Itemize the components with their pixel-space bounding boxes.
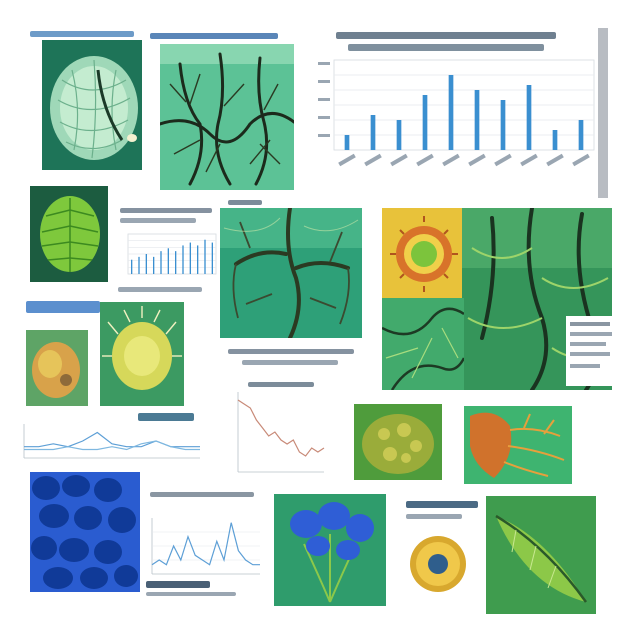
series-line <box>237 399 325 457</box>
leaf-closeup-image <box>486 496 596 614</box>
tick-label <box>468 153 486 167</box>
tick-label <box>364 153 382 167</box>
panel-caption-6 <box>26 298 102 318</box>
tick-label <box>390 153 408 167</box>
tick-label <box>442 153 460 167</box>
wave-line-chart <box>18 420 204 466</box>
bar <box>131 259 133 274</box>
tick-label <box>318 134 330 137</box>
panel-caption-1 <box>30 28 142 40</box>
tick-label <box>416 153 434 167</box>
blue-flower-illustration <box>274 494 386 606</box>
series-line <box>24 431 200 448</box>
tick-label <box>338 153 356 167</box>
panel-caption-2 <box>150 30 284 42</box>
tick-label <box>546 153 564 167</box>
tick-label <box>572 153 590 167</box>
bar <box>138 256 140 274</box>
panel-caption-9 <box>228 346 358 370</box>
bar <box>197 245 199 274</box>
radial-cell-image <box>100 302 184 406</box>
panel-caption-12 <box>150 490 260 500</box>
round-specimen-image <box>26 330 88 406</box>
bar <box>578 120 584 150</box>
bar <box>204 239 206 274</box>
bar <box>448 75 454 150</box>
bar <box>167 248 169 274</box>
bar <box>153 256 155 274</box>
leaf-tissue-image <box>42 40 142 170</box>
tick-label <box>318 116 330 119</box>
bar <box>175 251 177 274</box>
panel-caption-4 <box>120 206 218 228</box>
bar <box>422 95 428 150</box>
bar <box>396 120 402 150</box>
bar <box>211 242 213 274</box>
bar-chart <box>316 54 598 198</box>
panel-caption-13 <box>146 578 246 602</box>
chart-side-strip <box>598 28 608 198</box>
bar <box>500 100 506 150</box>
leaf-venation-image <box>382 298 464 390</box>
bar <box>182 245 184 274</box>
decay-line-chart <box>228 388 328 478</box>
bar <box>526 85 532 150</box>
tick-label <box>318 80 330 83</box>
bar <box>370 115 376 150</box>
series-line <box>24 440 200 451</box>
side-note-caption <box>566 316 616 386</box>
bar <box>189 242 191 274</box>
series-line <box>151 522 260 566</box>
blue-cell-pattern-image <box>30 472 140 592</box>
bar <box>552 130 558 150</box>
bar <box>160 251 162 274</box>
panel-caption-7 <box>228 198 268 208</box>
root-network-image <box>220 208 362 338</box>
orange-tissue-image <box>464 406 572 484</box>
bar <box>474 90 480 150</box>
panel-caption-11 <box>248 380 320 390</box>
tick-label <box>494 153 512 167</box>
bar <box>344 135 350 150</box>
tick-label <box>318 98 330 101</box>
yellow-cell-image <box>404 528 470 600</box>
bar <box>145 254 147 274</box>
small-bar-chart <box>120 230 218 280</box>
moss-specimen-image <box>354 404 442 480</box>
panel-caption-5 <box>118 284 214 296</box>
panel-caption-10 <box>138 410 198 424</box>
spike-line-chart <box>146 514 264 580</box>
tick-label <box>318 62 330 65</box>
panel-caption-14 <box>406 498 482 526</box>
cell-organelle-image <box>382 208 462 298</box>
leaf-cross-section-image <box>30 186 108 282</box>
bar-chart-caption <box>326 30 566 54</box>
vascular-network-image <box>160 44 294 190</box>
tick-label <box>520 153 538 167</box>
